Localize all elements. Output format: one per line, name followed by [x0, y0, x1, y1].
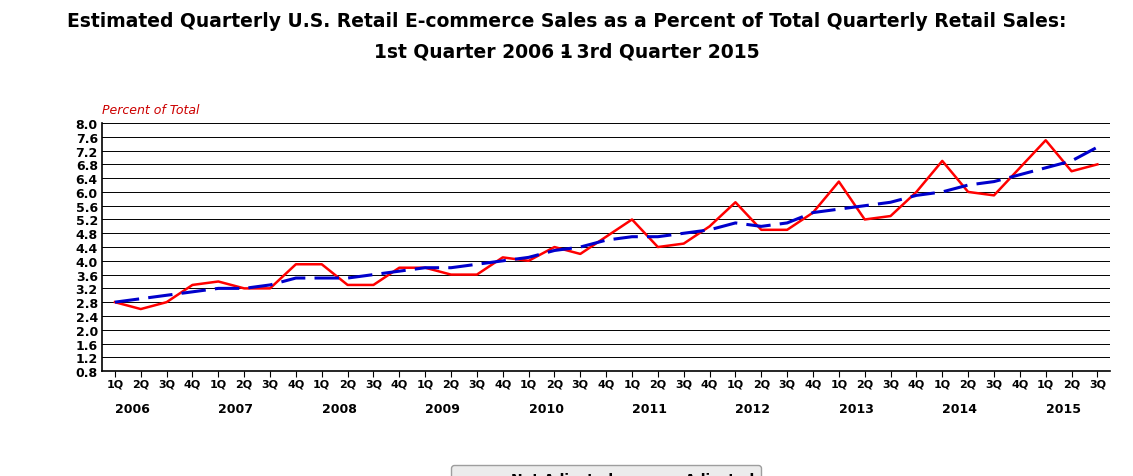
- Text: 1: 1: [560, 43, 573, 62]
- Text: 2011: 2011: [632, 402, 667, 415]
- Text: Estimated Quarterly U.S. Retail E-commerce Sales as a Percent of Total Quarterly: Estimated Quarterly U.S. Retail E-commer…: [67, 12, 1066, 31]
- Text: 2013: 2013: [838, 402, 874, 415]
- Legend: Not Adjusted,  Adjusted: Not Adjusted, Adjusted: [451, 465, 761, 476]
- Text: 2014: 2014: [943, 402, 978, 415]
- Text: 2006: 2006: [114, 402, 150, 415]
- Text: Percent of Total: Percent of Total: [102, 104, 199, 117]
- Text: 1st Quarter 2006 – 3rd Quarter 2015: 1st Quarter 2006 – 3rd Quarter 2015: [374, 43, 759, 62]
- Text: 2010: 2010: [529, 402, 563, 415]
- Text: 2015: 2015: [1046, 402, 1081, 415]
- Text: 2008: 2008: [322, 402, 357, 415]
- Text: 2009: 2009: [425, 402, 460, 415]
- Text: 2007: 2007: [219, 402, 254, 415]
- Text: 2012: 2012: [735, 402, 770, 415]
